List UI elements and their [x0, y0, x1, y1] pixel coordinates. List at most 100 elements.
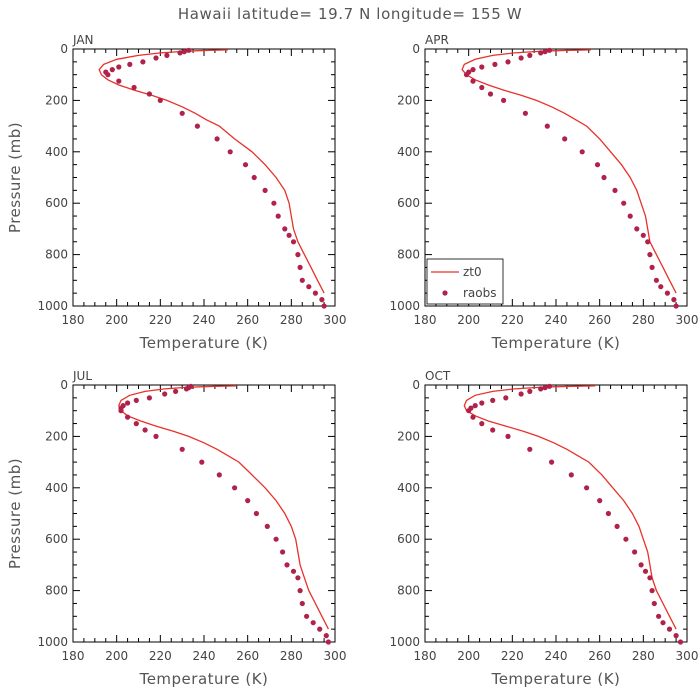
y-tick-label: 0: [412, 42, 420, 56]
x-axis-label: Temperature (K): [491, 334, 621, 352]
x-tick-label: 280: [632, 313, 655, 327]
data-point: [146, 91, 152, 97]
data-point: [546, 383, 553, 389]
data-point: [140, 59, 146, 65]
data-point: [131, 84, 137, 91]
data-point: [522, 110, 529, 116]
data-point: [594, 162, 601, 168]
data-point: [466, 408, 472, 414]
data-point: [671, 297, 677, 303]
data-point: [323, 633, 329, 639]
x-tick-label: 240: [545, 313, 568, 327]
series-points-raobs: [103, 47, 327, 309]
x-tick-label: 180: [414, 313, 437, 327]
data-point: [538, 386, 544, 392]
data-point: [133, 397, 139, 403]
y-axis-label: Pressure (mb): [6, 122, 24, 233]
y-tick-label: 400: [397, 145, 420, 159]
chart-panel-jul: JUL 180 200 220 240 260 280 300 0 200 400 600 800 100…: [6, 369, 346, 688]
data-point: [105, 72, 111, 78]
data-point: [673, 303, 679, 309]
x-tick-label: 260: [588, 649, 611, 663]
x-tick-label: 220: [149, 313, 172, 327]
x-tick-label: 220: [149, 649, 172, 663]
series-line-zt0: [98, 49, 325, 294]
data-point: [673, 633, 679, 639]
data-point: [642, 568, 649, 574]
data-point: [317, 626, 323, 632]
y-tick-label: 800: [397, 248, 420, 262]
data-point: [584, 485, 590, 491]
data-point: [153, 433, 159, 439]
panels: JAN 180 200 220 240 260 280 300 0 200 400 600 800 100…: [6, 33, 698, 688]
y-tick-label: 0: [60, 378, 68, 392]
figure-title: Hawaii latitude= 19.7 N longitude= 155 W: [178, 5, 522, 23]
data-point: [653, 277, 660, 283]
data-point: [562, 136, 568, 142]
data-point: [153, 55, 159, 61]
y-tick-label: 800: [45, 248, 68, 262]
data-point: [546, 47, 553, 53]
data-point: [621, 200, 627, 206]
x-tick-label: 240: [545, 649, 568, 663]
data-point: [157, 97, 163, 103]
data-point: [542, 49, 548, 55]
data-point: [116, 64, 122, 70]
data-point: [164, 52, 170, 59]
data-point: [199, 459, 205, 465]
data-point: [142, 427, 148, 433]
data-point: [568, 472, 574, 478]
series-points-raobs: [118, 383, 331, 645]
data-point: [470, 78, 476, 84]
data-point: [623, 536, 629, 542]
y-tick-label: 200: [397, 429, 420, 443]
series-points-raobs: [466, 383, 684, 645]
data-point: [299, 600, 305, 607]
series-points-raobs: [463, 47, 679, 309]
x-tick-label: 180: [62, 649, 85, 663]
data-point: [290, 239, 297, 245]
data-point: [125, 414, 131, 420]
data-point: [470, 67, 476, 73]
x-axis-label: Temperature (K): [139, 670, 269, 688]
x-axis-label: Temperature (K): [491, 670, 621, 688]
data-point: [651, 600, 657, 607]
chart-panel-apr: APR 180 200 220 240 260 280 300 0 200 400 600 800 100…: [389, 33, 698, 352]
x-tick-label: 280: [632, 649, 655, 663]
data-point: [245, 498, 251, 504]
data-point: [290, 568, 297, 574]
data-point: [227, 149, 233, 155]
data-point: [133, 421, 139, 427]
data-point: [125, 400, 131, 406]
data-point: [253, 510, 259, 517]
plot-frame: [72, 48, 336, 307]
data-point: [297, 588, 303, 594]
data-point: [658, 284, 664, 290]
y-tick-label: 400: [45, 481, 68, 495]
x-tick-label: 240: [193, 313, 216, 327]
y-tick-label: 600: [397, 532, 420, 546]
series-line-zt0: [461, 49, 677, 294]
data-point: [216, 472, 222, 478]
y-tick-label: 200: [397, 93, 420, 107]
data-point: [284, 562, 290, 568]
series-line-zt0: [118, 385, 329, 630]
data-point: [632, 549, 638, 555]
data-point: [666, 626, 673, 632]
data-point: [146, 395, 152, 401]
data-point: [612, 187, 618, 193]
data-point: [487, 91, 494, 97]
data-point: [677, 639, 684, 645]
data-point: [518, 55, 524, 61]
x-tick-label: 240: [193, 649, 216, 663]
data-point: [490, 427, 496, 433]
legend-label-obs: raobs: [463, 286, 497, 300]
data-point: [479, 400, 485, 406]
data-point: [605, 510, 612, 517]
y-tick-label: 0: [60, 42, 68, 56]
x-tick-label: 180: [62, 313, 85, 327]
data-point: [179, 110, 185, 116]
data-point: [645, 239, 651, 245]
data-point: [116, 78, 122, 84]
